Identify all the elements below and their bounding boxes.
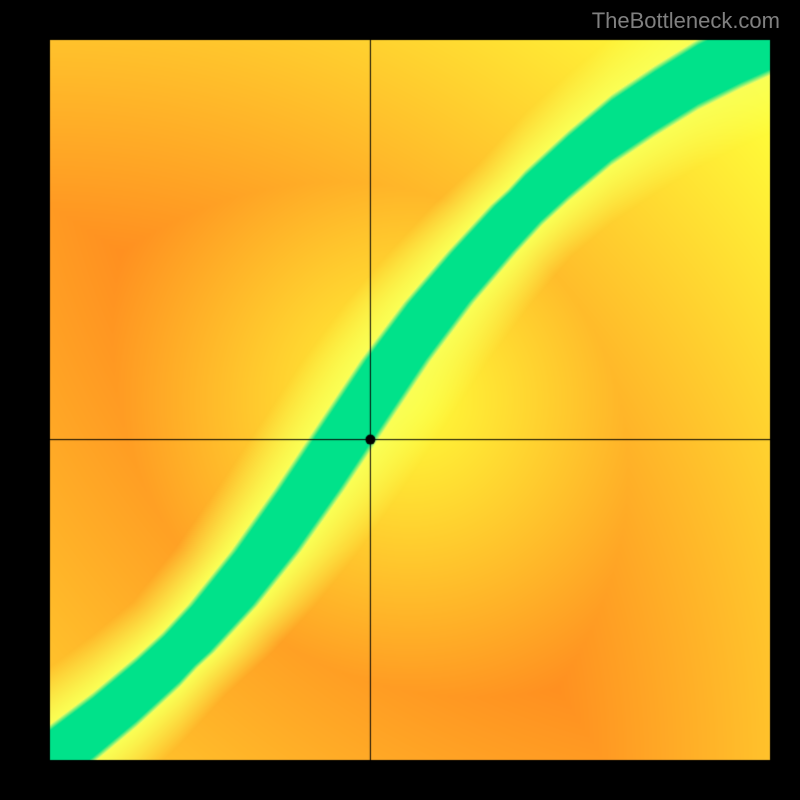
watermark-text: TheBottleneck.com <box>592 8 780 34</box>
bottleneck-heatmap <box>0 0 800 800</box>
chart-container: TheBottleneck.com <box>0 0 800 800</box>
